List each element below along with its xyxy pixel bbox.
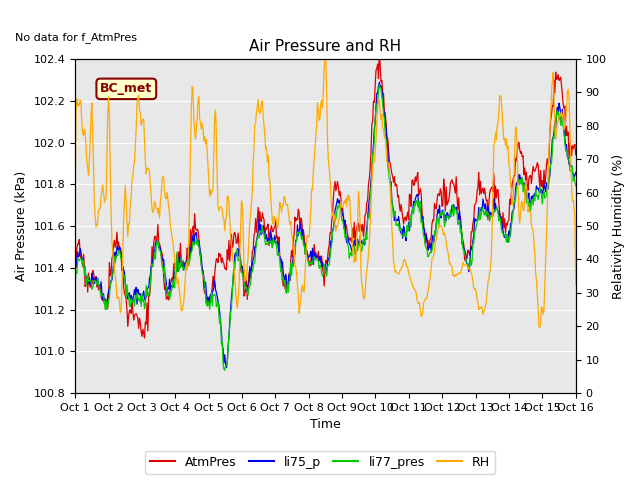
Title: Air Pressure and RH: Air Pressure and RH [250, 38, 401, 54]
X-axis label: Time: Time [310, 419, 341, 432]
Y-axis label: Air Pressure (kPa): Air Pressure (kPa) [15, 171, 28, 281]
Y-axis label: Relativity Humidity (%): Relativity Humidity (%) [612, 154, 625, 299]
Text: BC_met: BC_met [100, 83, 152, 96]
Text: No data for f_AtmPres: No data for f_AtmPres [15, 32, 137, 43]
Legend: AtmPres, li75_p, li77_pres, RH: AtmPres, li75_p, li77_pres, RH [145, 451, 495, 474]
